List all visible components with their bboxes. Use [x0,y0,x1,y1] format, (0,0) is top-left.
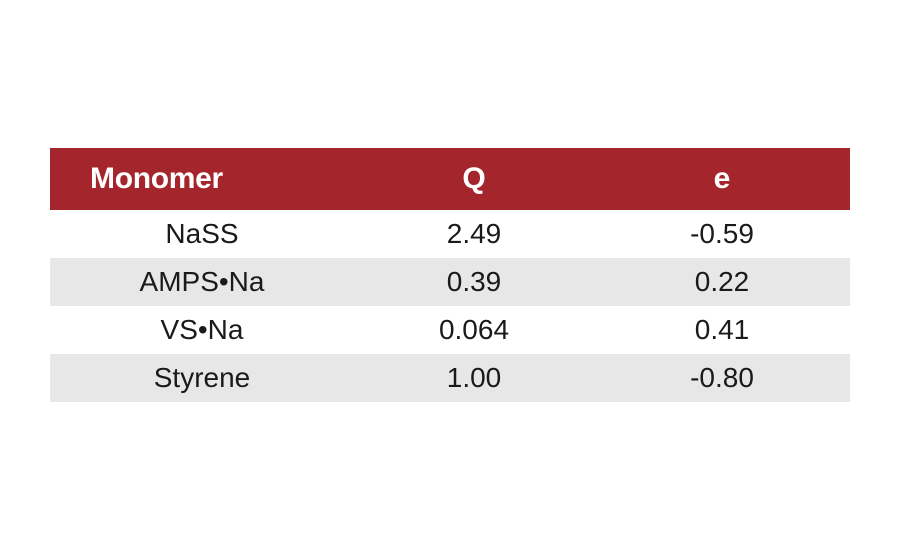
header-cell-q: Q [354,148,594,210]
cell-q: 0.064 [354,306,594,354]
table-row: VS•Na 0.064 0.41 [50,306,850,354]
table-body: NaSS 2.49 -0.59 AMPS•Na 0.39 0.22 VS•Na … [50,210,850,402]
header-label-q: Q [462,162,485,195]
header-row: Monomer Q e [50,148,850,210]
header-cell-e: e [594,148,850,210]
table-row: Styrene 1.00 -0.80 [50,354,850,402]
cell-q: 0.39 [354,258,594,306]
cell-monomer: Styrene [50,354,354,402]
header-label-e: e [714,162,731,195]
table-row: NaSS 2.49 -0.59 [50,210,850,258]
qe-table-container: Monomer Q e NaSS 2.49 -0.59 AMPS•Na 0.39… [50,148,850,402]
cell-q: 2.49 [354,210,594,258]
cell-e: 0.41 [594,306,850,354]
table-row: AMPS•Na 0.39 0.22 [50,258,850,306]
cell-e: -0.80 [594,354,850,402]
qe-table: Monomer Q e NaSS 2.49 -0.59 AMPS•Na 0.39… [50,148,850,402]
cell-e: -0.59 [594,210,850,258]
header-label-monomer: Monomer [90,162,223,195]
cell-q: 1.00 [354,354,594,402]
table-header: Monomer Q e [50,148,850,210]
header-cell-monomer: Monomer [50,148,354,210]
cell-e: 0.22 [594,258,850,306]
cell-monomer: AMPS•Na [50,258,354,306]
cell-monomer: VS•Na [50,306,354,354]
cell-monomer: NaSS [50,210,354,258]
